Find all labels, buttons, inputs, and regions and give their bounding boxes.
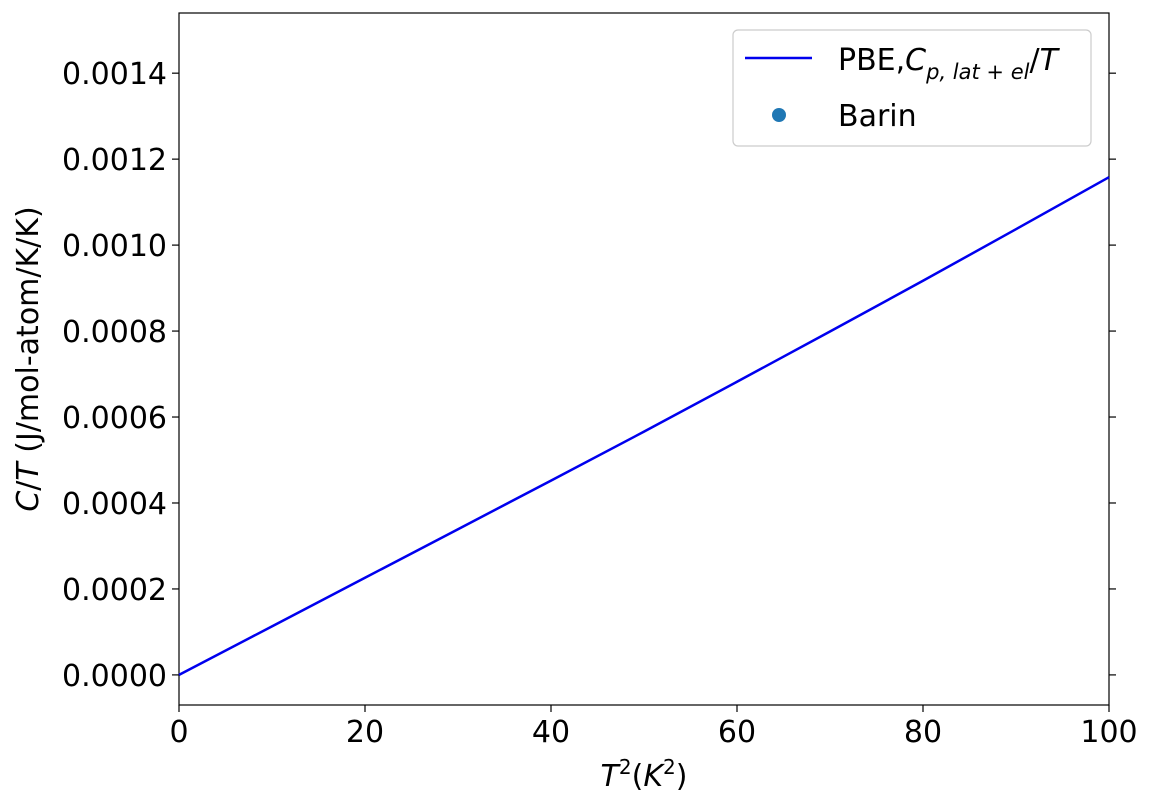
y-tick-label: 0.0008	[62, 315, 167, 350]
legend-label-barin: Barin	[838, 99, 917, 134]
y-tick-label: 0.0002	[62, 573, 167, 608]
legend: PBE,Cp, lat + el/T Barin	[732, 29, 1092, 147]
legend-marker-swatch	[772, 108, 786, 122]
legend-label-pbe: PBE,Cp, lat + el/T	[838, 43, 1061, 84]
y-tick-label: 0.0004	[62, 487, 167, 522]
series-layer	[178, 176, 1110, 677]
y-tick-label: 0.0000	[62, 659, 167, 694]
x-tick-label: 0	[169, 715, 188, 750]
series-line-pbe	[178, 176, 1110, 677]
y-tick-label: 0.0010	[62, 229, 167, 264]
x-axis: 0 20 40 60 80 100	[169, 705, 1138, 750]
x-tick-label: 80	[904, 715, 942, 750]
y-axis: 0.0000 0.0002 0.0004 0.0006 0.0008 0.0010 0.00…	[62, 57, 1116, 694]
x-tick-label: 60	[718, 715, 756, 750]
x-tick-label: 40	[532, 715, 570, 750]
y-tick-label: 0.0014	[62, 57, 167, 92]
y-tick-label: 0.0012	[62, 143, 167, 178]
x-tick-label: 100	[1080, 715, 1137, 750]
x-tick-label: 20	[346, 715, 384, 750]
legend-box	[732, 29, 1092, 147]
x-axis-label: T2(K2)	[601, 755, 688, 794]
y-tick-label: 0.0006	[62, 401, 167, 436]
y-axis-label: C/T (J/mol-atom/K/K)	[11, 206, 46, 511]
